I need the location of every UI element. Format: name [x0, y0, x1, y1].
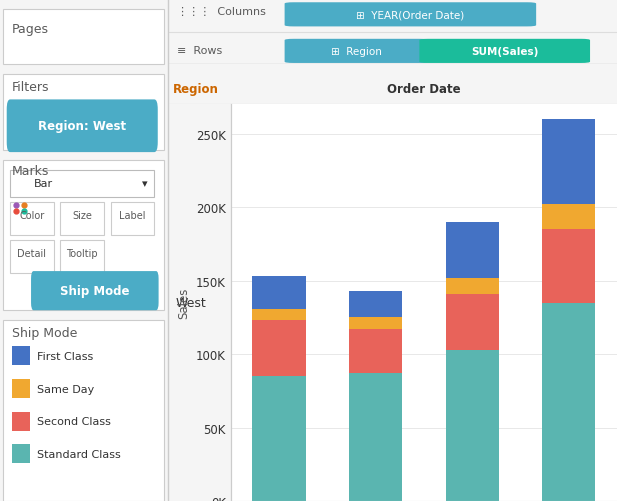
- Text: SUM(Sales): SUM(Sales): [471, 47, 539, 57]
- Text: Detail: Detail: [17, 248, 46, 258]
- Text: Standard Class: Standard Class: [37, 449, 121, 459]
- Bar: [349, 373, 402, 501]
- Bar: [542, 120, 595, 205]
- Text: Same Day: Same Day: [37, 384, 94, 394]
- Text: Second Class: Second Class: [37, 416, 111, 426]
- Bar: [252, 376, 305, 501]
- Bar: [542, 205, 595, 230]
- Text: ▾: ▾: [141, 179, 147, 189]
- Text: Region: Region: [173, 83, 219, 96]
- FancyBboxPatch shape: [3, 75, 165, 150]
- FancyBboxPatch shape: [10, 240, 54, 273]
- Text: ⋮⋮⋮  Columns: ⋮⋮⋮ Columns: [177, 7, 266, 17]
- FancyBboxPatch shape: [12, 444, 30, 463]
- Text: Filters: Filters: [12, 81, 49, 94]
- FancyBboxPatch shape: [10, 203, 54, 235]
- Text: First Class: First Class: [37, 351, 93, 361]
- Text: ≡  Rows: ≡ Rows: [177, 46, 222, 56]
- FancyBboxPatch shape: [12, 412, 30, 431]
- Bar: [252, 309, 305, 321]
- Text: Bar: Bar: [33, 179, 52, 189]
- FancyBboxPatch shape: [60, 240, 104, 273]
- FancyBboxPatch shape: [3, 321, 165, 501]
- Bar: [445, 350, 499, 501]
- Text: Pages: Pages: [12, 23, 49, 36]
- FancyBboxPatch shape: [7, 100, 158, 153]
- Bar: [349, 292, 402, 318]
- Bar: [445, 222, 499, 278]
- Bar: [252, 321, 305, 376]
- Text: Marks: Marks: [12, 164, 49, 177]
- FancyBboxPatch shape: [60, 203, 104, 235]
- Bar: [542, 303, 595, 501]
- Text: Region: West: Region: West: [38, 120, 126, 133]
- Text: Ship Mode: Ship Mode: [12, 327, 77, 340]
- Bar: [542, 230, 595, 303]
- Text: Ship Mode: Ship Mode: [60, 285, 130, 298]
- FancyBboxPatch shape: [3, 10, 165, 65]
- Bar: [349, 318, 402, 330]
- FancyBboxPatch shape: [3, 160, 165, 311]
- FancyBboxPatch shape: [420, 40, 590, 64]
- FancyBboxPatch shape: [284, 40, 428, 64]
- FancyBboxPatch shape: [10, 170, 154, 198]
- FancyBboxPatch shape: [111, 203, 154, 235]
- Bar: [445, 294, 499, 350]
- Text: ⊞  YEAR(Order Date): ⊞ YEAR(Order Date): [356, 10, 465, 20]
- Text: Tooltip: Tooltip: [67, 248, 98, 258]
- Bar: [349, 330, 402, 373]
- FancyBboxPatch shape: [12, 347, 30, 366]
- Y-axis label: Sales: Sales: [178, 288, 191, 319]
- Bar: [445, 278, 499, 294]
- Text: Size: Size: [72, 210, 92, 220]
- FancyBboxPatch shape: [284, 3, 536, 28]
- Bar: [252, 277, 305, 309]
- Text: Label: Label: [119, 210, 146, 220]
- Text: Order Date: Order Date: [387, 83, 461, 96]
- Text: West: West: [175, 297, 206, 310]
- FancyBboxPatch shape: [12, 379, 30, 398]
- FancyBboxPatch shape: [31, 272, 159, 311]
- Text: Color: Color: [19, 210, 44, 220]
- Text: ⊞  Region: ⊞ Region: [331, 47, 382, 57]
